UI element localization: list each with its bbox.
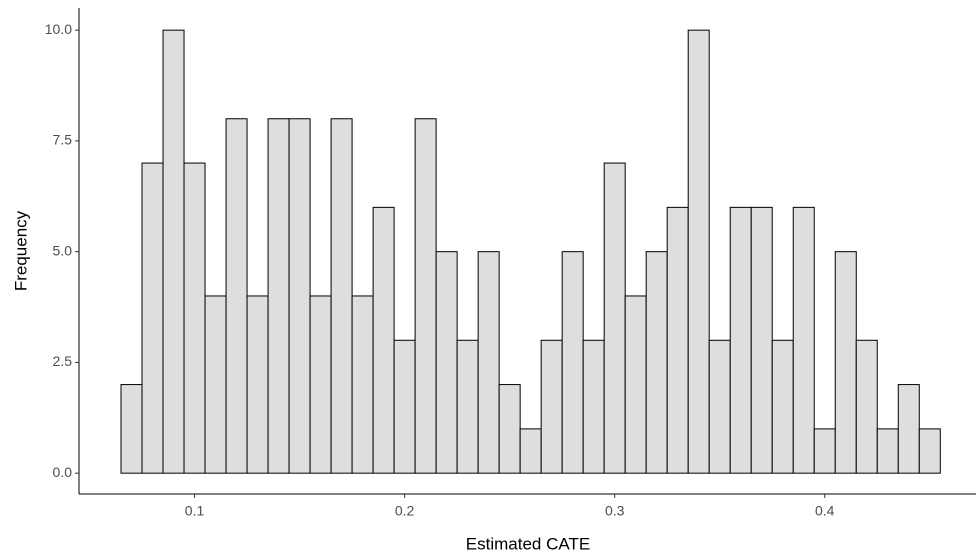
bar — [540, 339, 563, 474]
bar — [687, 29, 710, 474]
bar — [750, 206, 773, 474]
bar — [372, 206, 395, 474]
bar — [351, 295, 374, 474]
bar — [519, 428, 542, 474]
y-axis-title: Frequency — [11, 210, 30, 291]
bar — [582, 339, 605, 474]
bar — [330, 118, 353, 474]
bar — [666, 206, 689, 474]
bar — [435, 251, 458, 474]
bar — [813, 428, 836, 474]
y-tick-label: 2.5 — [53, 353, 73, 369]
bar — [729, 206, 752, 474]
bar — [414, 118, 437, 474]
bar — [267, 118, 290, 474]
bar — [288, 118, 311, 474]
bar — [309, 295, 332, 474]
bar — [225, 118, 248, 474]
bar — [897, 384, 920, 474]
x-axis-title: Estimated CATE — [466, 534, 590, 553]
x-tick-label: 0.2 — [395, 503, 415, 519]
bar — [141, 162, 164, 474]
bar — [498, 384, 521, 474]
y-tick-label: 7.5 — [53, 132, 73, 148]
bar — [876, 428, 899, 474]
bar — [561, 251, 584, 474]
bar — [246, 295, 269, 474]
bar — [792, 206, 815, 474]
bar — [708, 339, 731, 474]
x-tick-label: 0.4 — [815, 503, 835, 519]
y-tick-label: 5.0 — [53, 242, 73, 258]
bar — [120, 384, 143, 474]
bar — [624, 295, 647, 474]
bar — [645, 251, 668, 474]
bar — [771, 339, 794, 474]
bar — [603, 162, 626, 474]
y-tick-label: 10.0 — [45, 21, 72, 37]
bar — [855, 339, 878, 474]
x-tick-label: 0.3 — [605, 503, 625, 519]
bar — [456, 339, 479, 474]
bar — [162, 29, 185, 474]
bar — [834, 251, 857, 474]
x-tick-label: 0.1 — [185, 503, 205, 519]
bar — [183, 162, 206, 474]
bar — [477, 251, 500, 474]
bar — [204, 295, 227, 474]
bar — [393, 339, 416, 474]
y-tick-label: 0.0 — [53, 464, 73, 480]
bar — [918, 428, 941, 474]
